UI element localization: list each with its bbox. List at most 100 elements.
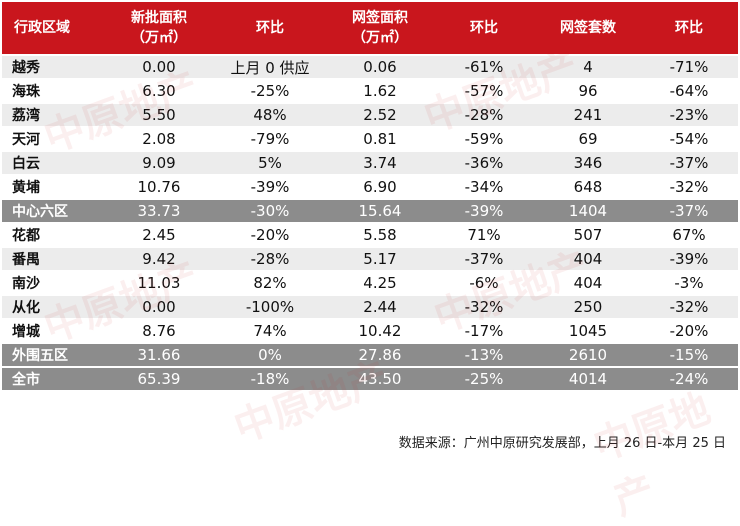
data-cell: 74% [212,320,328,342]
table-row: 全市 65.39 -18% 43.50 -25% 4014 -24% [2,368,738,390]
data-cell: -61% [432,56,536,78]
data-cell: -37% [640,200,738,222]
column-header: 网签套数 [536,2,640,54]
column-header-label: 行政区域 [14,20,70,36]
data-cell: -20% [640,320,738,342]
data-cell: 404 [536,272,640,294]
data-cell: 69 [536,128,640,150]
data-cell: 0.81 [328,128,432,150]
data-cell: -6% [432,272,536,294]
data-cell: -64% [640,80,738,102]
data-cell: 241 [536,104,640,126]
column-header-label: （万㎡） [352,30,408,46]
data-cell: 43.50 [328,368,432,390]
data-cell: 1045 [536,320,640,342]
data-cell: 82% [212,272,328,294]
data-cell: 27.86 [328,344,432,366]
data-cell: 0% [212,344,328,366]
table-row: 天河 2.08 -79% 0.81 -59% 69 -54% [2,128,738,150]
column-header: 环比 [640,2,738,54]
district-name-cell: 荔湾 [2,104,106,126]
data-cell: 5% [212,152,328,174]
column-header: 环比 [212,2,328,54]
data-cell: 0.00 [106,56,212,78]
data-cell: 67% [640,224,738,246]
data-cell: -3% [640,272,738,294]
data-cell: -18% [212,368,328,390]
district-name-cell: 中心六区 [2,200,106,222]
district-name-cell: 花都 [2,224,106,246]
data-cell: -32% [640,176,738,198]
data-cell: 31.66 [106,344,212,366]
data-cell: -39% [432,200,536,222]
data-cell: 0.00 [106,296,212,318]
table-row: 中心六区 33.73 -30% 15.64 -39% 1404 -37% [2,200,738,222]
data-cell: 6.90 [328,176,432,198]
district-name-cell: 天河 [2,128,106,150]
data-cell: 10.76 [106,176,212,198]
data-cell: -28% [432,104,536,126]
district-name-cell: 增城 [2,320,106,342]
data-cell: 10.42 [328,320,432,342]
data-cell: 2.45 [106,224,212,246]
data-cell: 4.25 [328,272,432,294]
data-cell: -15% [640,344,738,366]
data-cell: 上月 0 供应 [212,56,328,78]
data-cell: 65.39 [106,368,212,390]
district-name-cell: 外围五区 [2,344,106,366]
data-cell: -57% [432,80,536,102]
table-row: 南沙 11.03 82% 4.25 -6% 404 -3% [2,272,738,294]
data-cell: -54% [640,128,738,150]
district-name-cell: 白云 [2,152,106,174]
data-cell: -39% [640,248,738,270]
data-cell: 5.50 [106,104,212,126]
data-cell: 2.08 [106,128,212,150]
table-row: 增城 8.76 74% 10.42 -17% 1045 -20% [2,320,738,342]
table-body: 越秀 0.00 上月 0 供应 0.06 -61% 4 -71% 海珠 6.30 -25% 1.62… [2,56,738,390]
data-cell: 1404 [536,200,640,222]
district-name-cell: 从化 [2,296,106,318]
table-row: 越秀 0.00 上月 0 供应 0.06 -61% 4 -71% [2,56,738,78]
table-row: 番禺 9.42 -28% 5.17 -37% 404 -39% [2,248,738,270]
report-panel: 行政区域 新批面积 （万㎡） 环比 网签面积 （万㎡） 环比 网签套数 环比 越秀 0.00 上月 … [2,0,738,451]
data-cell: -71% [640,56,738,78]
data-cell: -32% [640,296,738,318]
table-row: 海珠 6.30 -25% 1.62 -57% 96 -64% [2,80,738,102]
column-header: 环比 [432,2,536,54]
table-row: 白云 9.09 5% 3.74 -36% 346 -37% [2,152,738,174]
data-cell: 2.44 [328,296,432,318]
data-cell: 1.62 [328,80,432,102]
district-name-cell: 越秀 [2,56,106,78]
data-cell: -32% [432,296,536,318]
column-header-label: 网签面积 [352,10,408,26]
source-note: 数据来源：广州中原研究发展部，上月 26 日-本月 25 日 [398,436,726,451]
data-cell: 5.58 [328,224,432,246]
data-cell: 5.17 [328,248,432,270]
data-cell: -79% [212,128,328,150]
data-cell: 8.76 [106,320,212,342]
data-cell: 6.30 [106,80,212,102]
data-cell: 96 [536,80,640,102]
data-cell: 71% [432,224,536,246]
district-name-cell: 番禺 [2,248,106,270]
data-cell: 4014 [536,368,640,390]
data-cell: 11.03 [106,272,212,294]
data-cell: -100% [212,296,328,318]
data-cell: 9.09 [106,152,212,174]
data-cell: 2.52 [328,104,432,126]
data-cell: -25% [432,368,536,390]
data-cell: -13% [432,344,536,366]
data-cell: -37% [640,152,738,174]
data-cell: 346 [536,152,640,174]
district-data-table: 行政区域 新批面积 （万㎡） 环比 网签面积 （万㎡） 环比 网签套数 环比 越秀 0.00 上月 … [2,0,738,392]
data-cell: 2610 [536,344,640,366]
column-header-label: 环比 [256,20,284,36]
column-header-label: 环比 [675,20,703,36]
district-name-cell: 全市 [2,368,106,390]
table-row: 黄埔 10.76 -39% 6.90 -34% 648 -32% [2,176,738,198]
column-header-label: 环比 [470,20,498,36]
data-cell: -36% [432,152,536,174]
data-cell: -20% [212,224,328,246]
table-header-row: 行政区域 新批面积 （万㎡） 环比 网签面积 （万㎡） 环比 网签套数 环比 [2,2,738,54]
data-cell: 3.74 [328,152,432,174]
